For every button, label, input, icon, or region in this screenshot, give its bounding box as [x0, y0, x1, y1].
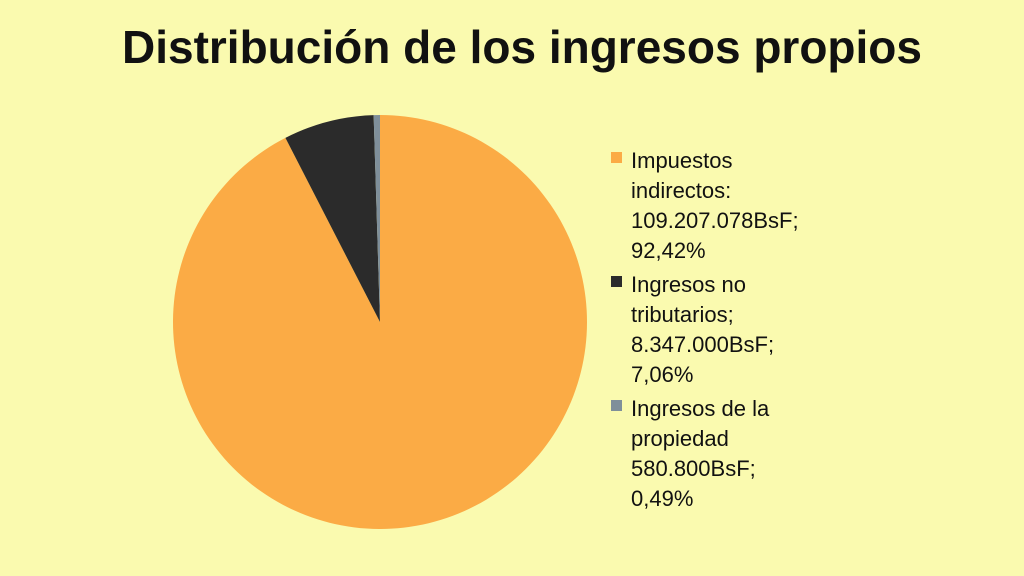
- legend-text-1-2: 8.347.000BsF;: [631, 332, 775, 357]
- legend-text-0-2: 109.207.078BsF;: [631, 208, 799, 233]
- legend-swatch-0: [611, 152, 622, 163]
- legend-text-2-1: propiedad: [631, 426, 729, 451]
- legend-text-2-2: 580.800BsF;: [631, 456, 756, 481]
- legend-text-0-3: 92,42%: [631, 238, 706, 263]
- legend-text-1-0: Ingresos no: [631, 272, 746, 297]
- legend-text-0-0: Impuestos: [631, 148, 733, 173]
- legend-swatch-1: [611, 276, 622, 287]
- legend-item-1: Ingresos no tributarios; 8.347.000BsF; 7,06…: [611, 270, 841, 390]
- pie-slice-1: [285, 115, 380, 322]
- legend-text-2-3: 0,49%: [631, 486, 694, 511]
- legend-text-2-0: Ingresos de la: [631, 396, 770, 421]
- legend-item-0: Impuestos indirectos: 109.207.078BsF; 92,42…: [611, 146, 841, 266]
- legend-text-0-1: indirectos:: [631, 178, 732, 203]
- chart-title: Distribución de los ingresos propios: [122, 21, 922, 73]
- chart-legend: Impuestos indirectos: 109.207.078BsF; 92,42…: [611, 146, 841, 518]
- legend-text-1-3: 7,06%: [631, 362, 694, 387]
- legend-swatch-2: [611, 400, 622, 411]
- legend-text-1-1: tributarios;: [631, 302, 734, 327]
- legend-item-2: Ingresos de la propiedad 580.800BsF; 0,49%: [611, 394, 841, 514]
- pie-slice-2: [373, 115, 380, 322]
